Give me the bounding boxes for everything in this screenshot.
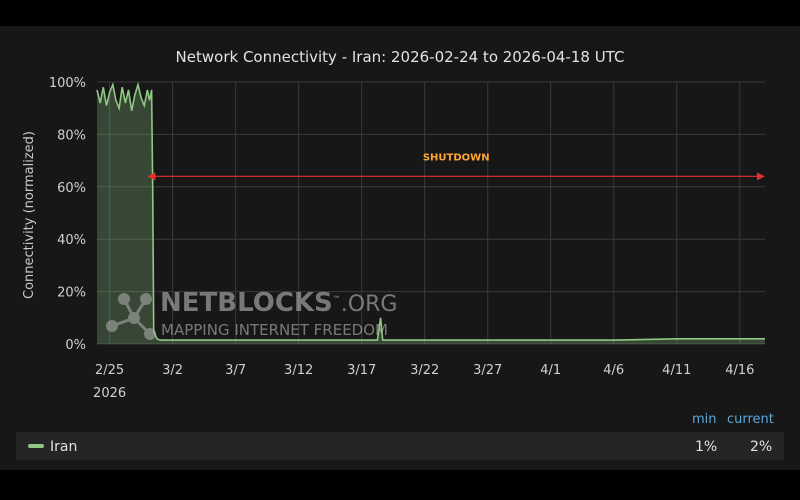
watermark-name: NETBLOCKS [160, 288, 333, 318]
legend-header-min: min [692, 412, 717, 427]
x-tick-label: 2/25 [95, 363, 124, 378]
arrow-head-right-icon [757, 172, 765, 181]
watermark-suffix: .ORG [340, 292, 398, 317]
x-tick-label: 3/22 [410, 363, 439, 378]
y-tick-label: 100% [49, 76, 86, 91]
y-axis-label: Connectivity (normalized) [22, 131, 37, 299]
x-tick-labels: 2/25 2026 3/2 3/7 3/12 3/17 3/22 3/27 4/1 4/6 4/11… [93, 363, 754, 401]
y-tick-labels: 0% 20% 40% 60% 80% 100% [49, 76, 86, 353]
netblocks-logo-icon [106, 293, 156, 340]
legend-swatch-icon [28, 444, 44, 448]
legend-series-name[interactable]: Iran [50, 439, 78, 455]
y-tick-label: 20% [57, 286, 86, 301]
grid-lines [97, 81, 765, 345]
chart-title: Network Connectivity - Iran: 2026-02-24 … [175, 48, 625, 66]
x-tick-label: 3/27 [473, 363, 502, 378]
x-tick-label: 3/12 [284, 363, 313, 378]
shutdown-label: SHUTDOWN [423, 152, 490, 163]
watermark-title: NETBLOCKS™.ORG [160, 288, 397, 318]
series-area [96, 81, 765, 344]
y-tick-label: 60% [57, 181, 86, 196]
y-tick-label: 80% [57, 128, 86, 143]
legend-header-current: current [727, 412, 774, 427]
x-tick-label: 3/7 [225, 363, 246, 378]
legend-current-value: 2% [750, 439, 773, 455]
y-tick-label: 40% [57, 233, 86, 248]
y-tick-label: 0% [65, 338, 86, 353]
watermark-tm: ™ [332, 294, 341, 304]
legend-min-value: 1% [695, 439, 718, 455]
x-tick-label: 4/6 [603, 363, 624, 378]
x-tick-label: 4/16 [725, 363, 754, 378]
x-tick-label: 3/2 [162, 363, 183, 378]
x-tick-label: 4/11 [662, 363, 691, 378]
legend-row[interactable] [16, 432, 784, 460]
x-tick-year-label: 2026 [93, 386, 126, 401]
annotation-layer: SHUTDOWN [147, 152, 765, 181]
series-line [96, 81, 765, 341]
arrow-head-left-icon [147, 172, 156, 181]
x-tick-label: 4/1 [540, 363, 561, 378]
watermark-subtitle: MAPPING INTERNET FREEDOM [161, 321, 388, 339]
x-tick-label: 3/17 [347, 363, 376, 378]
